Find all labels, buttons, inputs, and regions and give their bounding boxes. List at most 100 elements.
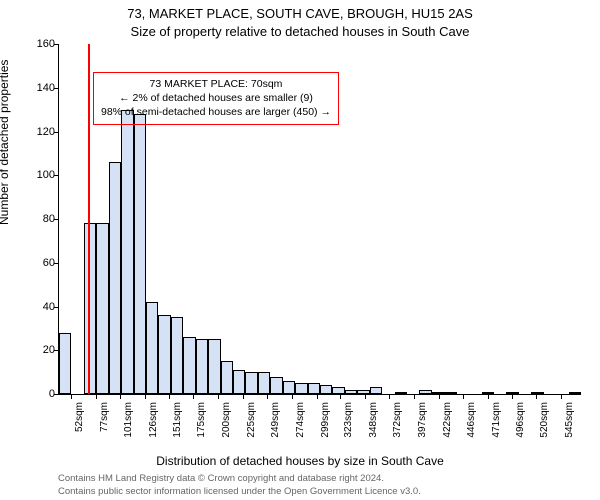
x-tick-label: 422sqm <box>442 402 453 438</box>
histogram-bar <box>270 377 282 395</box>
x-tick-mark <box>292 394 293 399</box>
y-axis-label: Number of detached properties <box>0 60 11 225</box>
x-tick-label: 372sqm <box>392 402 403 438</box>
x-tick-mark <box>561 394 562 399</box>
y-tick-mark <box>54 44 59 45</box>
x-tick-mark <box>317 394 318 399</box>
y-tick-mark <box>54 307 59 308</box>
x-tick-mark <box>340 394 341 399</box>
x-tick-mark <box>365 394 366 399</box>
annotation-line: ← 2% of detached houses are smaller (9) <box>101 91 331 105</box>
histogram-bar <box>295 383 307 394</box>
y-tick-label: 40 <box>27 301 55 313</box>
histogram-bar <box>357 390 369 394</box>
histogram-bar <box>171 317 183 394</box>
attribution-line1: Contains HM Land Registry data © Crown c… <box>58 473 580 485</box>
annotation-box: 73 MARKET PLACE: 70sqm← 2% of detached h… <box>93 72 339 125</box>
x-tick-mark <box>488 394 489 399</box>
x-tick-mark <box>120 394 121 399</box>
chart-container: 73, MARKET PLACE, SOUTH CAVE, BROUGH, HU… <box>0 0 600 500</box>
x-tick-mark <box>193 394 194 399</box>
histogram-bar <box>283 381 295 394</box>
histogram-bar <box>308 383 320 394</box>
histogram-bar <box>345 390 357 394</box>
x-tick-label: 77sqm <box>99 402 110 432</box>
attribution-text: Contains HM Land Registry data © Crown c… <box>58 473 580 498</box>
x-tick-label: 101sqm <box>123 402 134 438</box>
histogram-bar <box>96 223 108 394</box>
histogram-bar <box>531 392 543 394</box>
x-tick-mark <box>96 394 97 399</box>
x-tick-mark <box>536 394 537 399</box>
x-tick-label: 323sqm <box>343 402 354 438</box>
x-axis-label: Distribution of detached houses by size … <box>0 454 600 468</box>
histogram-bar <box>121 110 133 394</box>
x-tick-label: 446sqm <box>466 402 477 438</box>
x-tick-label: 225sqm <box>246 402 257 438</box>
x-tick-mark <box>218 394 219 399</box>
attribution-line2: Contains public sector information licen… <box>58 486 580 498</box>
x-tick-label: 520sqm <box>539 402 550 438</box>
x-tick-mark <box>389 394 390 399</box>
histogram-bar <box>233 370 245 394</box>
histogram-bar <box>158 315 170 394</box>
reference-line <box>88 44 90 394</box>
histogram-bar <box>84 223 96 394</box>
x-tick-label: 126sqm <box>148 402 159 438</box>
y-tick-label: 60 <box>27 257 55 269</box>
x-tick-label: 348sqm <box>368 402 379 438</box>
histogram-bar <box>569 392 581 394</box>
x-tick-label: 545sqm <box>564 402 575 438</box>
x-tick-mark <box>414 394 415 399</box>
histogram-bar <box>109 162 121 394</box>
x-tick-label: 496sqm <box>515 402 526 438</box>
chart-title-line2: Size of property relative to detached ho… <box>0 24 600 39</box>
histogram-bar <box>258 372 270 394</box>
x-tick-label: 299sqm <box>320 402 331 438</box>
annotation-line: 98% of semi-detached houses are larger (… <box>101 105 331 119</box>
chart-title-line1: 73, MARKET PLACE, SOUTH CAVE, BROUGH, HU… <box>0 6 600 21</box>
x-tick-mark <box>463 394 464 399</box>
x-tick-label: 151sqm <box>172 402 183 438</box>
histogram-bar <box>370 387 382 394</box>
x-tick-label: 397sqm <box>417 402 428 438</box>
x-tick-mark <box>145 394 146 399</box>
y-tick-label: 0 <box>27 388 55 400</box>
histogram-bar <box>221 361 233 394</box>
x-tick-mark <box>243 394 244 399</box>
x-tick-mark <box>267 394 268 399</box>
annotation-line: 73 MARKET PLACE: 70sqm <box>101 77 331 91</box>
x-tick-mark <box>169 394 170 399</box>
y-tick-mark <box>54 263 59 264</box>
x-tick-mark <box>71 394 72 399</box>
y-tick-label: 100 <box>27 169 55 181</box>
x-tick-mark <box>439 394 440 399</box>
y-tick-label: 120 <box>27 126 55 138</box>
y-tick-label: 160 <box>27 38 55 50</box>
histogram-bar <box>444 392 456 394</box>
histogram-bar <box>245 372 257 394</box>
histogram-bar <box>419 390 431 394</box>
histogram-bar <box>183 337 195 394</box>
y-tick-mark <box>54 132 59 133</box>
x-tick-label: 52sqm <box>74 402 85 432</box>
y-tick-mark <box>54 175 59 176</box>
histogram-bar <box>134 114 146 394</box>
histogram-bar <box>395 392 407 394</box>
x-tick-mark <box>512 394 513 399</box>
histogram-bar <box>146 302 158 394</box>
y-tick-mark <box>54 219 59 220</box>
x-tick-label: 274sqm <box>295 402 306 438</box>
histogram-bar <box>320 385 332 394</box>
histogram-bar <box>59 333 71 394</box>
y-tick-label: 140 <box>27 82 55 94</box>
histogram-bar <box>332 387 344 394</box>
x-tick-label: 175sqm <box>196 402 207 438</box>
histogram-bar <box>208 339 220 394</box>
y-tick-label: 80 <box>27 213 55 225</box>
x-tick-label: 249sqm <box>270 402 281 438</box>
plot-area: 02040608010012014016052sqm77sqm101sqm126… <box>58 44 581 395</box>
x-tick-label: 200sqm <box>221 402 232 438</box>
y-tick-mark <box>54 88 59 89</box>
y-tick-mark <box>54 394 59 395</box>
